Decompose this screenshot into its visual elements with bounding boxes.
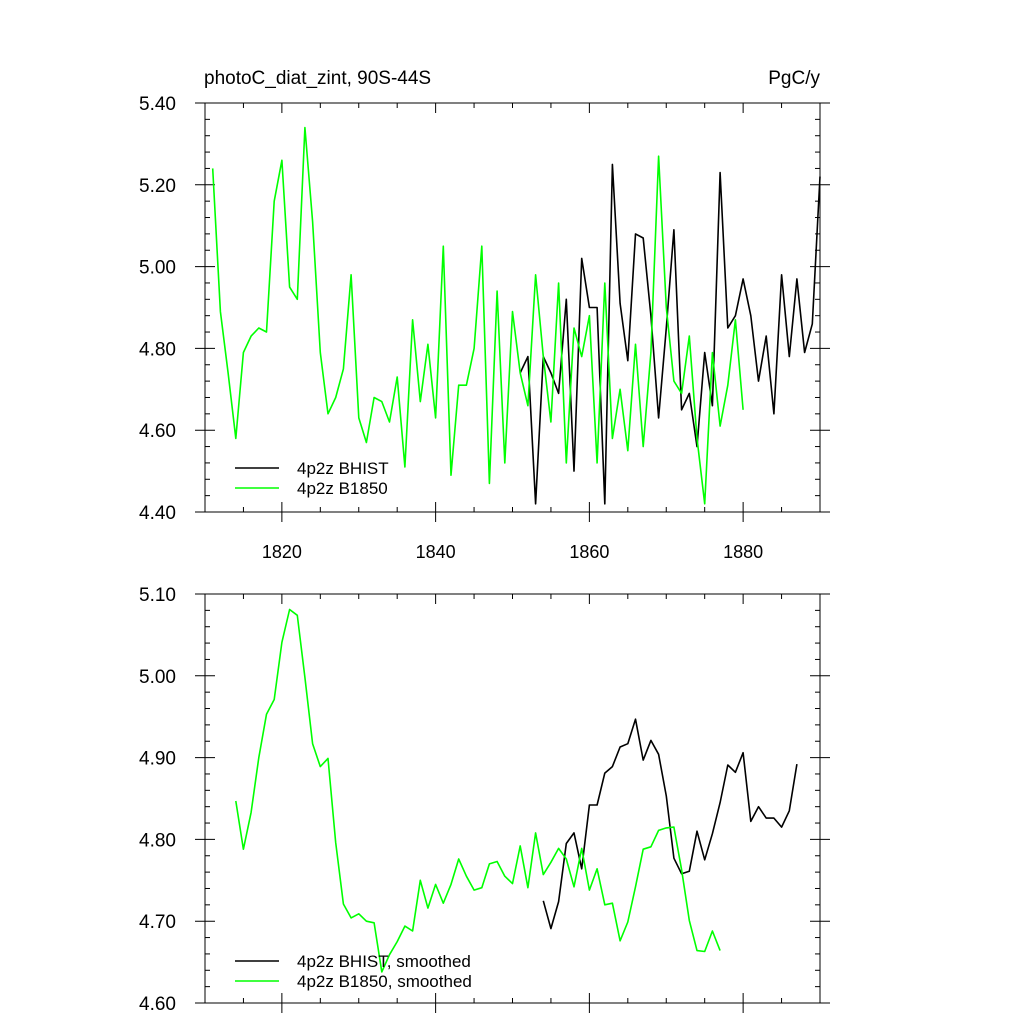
top-legend-label: 4p2z B1850 [297, 479, 388, 498]
top-panel-title: photoC_diat_zint, 90S-44S [204, 68, 431, 89]
top-panel-marks: 1820 1840 1860 1880 4.40 4.60 4.80 5.00 5.20 5.40… [139, 94, 830, 562]
top-x-tick-label: 1840 [416, 542, 456, 562]
bottom-panel-marks: 4.60 4.70 4.80 4.90 5.00 5.10 4p2z BHIST, smoo… [139, 585, 830, 1015]
bottom-y-tick-label: 5.10 [139, 585, 176, 606]
top-y-tick-label: 4.80 [139, 339, 176, 360]
top-y-tick-label: 4.40 [139, 503, 176, 524]
top-panel: photoC_diat_zint, 90S-44S PgC/y 1820 1840… [139, 68, 830, 562]
bottom-legend-label: 4p2z BHIST, smoothed [297, 952, 471, 971]
bottom-y-tick-label: 5.00 [139, 667, 176, 688]
top-legend-label: 4p2z BHIST [297, 459, 389, 478]
top-series-line-b1850 [211, 126, 744, 505]
bottom-series-line-b1850 [235, 608, 721, 973]
top-y-tick-label: 5.40 [139, 94, 176, 115]
bottom-y-tick-label: 4.80 [139, 830, 176, 851]
bottom-y-tick-label: 4.70 [139, 912, 176, 933]
top-y-tick-label: 5.20 [139, 176, 176, 197]
top-panel-units: PgC/y [768, 68, 820, 89]
top-y-tick-label: 5.00 [139, 258, 176, 279]
top-y-tick-label: 4.60 [139, 421, 176, 442]
bottom-y-tick-label: 4.90 [139, 749, 176, 770]
bottom-y-tick-label: 4.60 [139, 994, 176, 1015]
bottom-legend-label: 4p2z B1850, smoothed [297, 972, 472, 991]
top-x-tick-label: 1820 [262, 542, 302, 562]
bottom-panel: 4.60 4.70 4.80 4.90 5.00 5.10 4p2z BHIST, smoo… [139, 585, 830, 1015]
top-x-tick-label: 1880 [723, 542, 763, 562]
top-x-tick-label: 1860 [569, 542, 609, 562]
